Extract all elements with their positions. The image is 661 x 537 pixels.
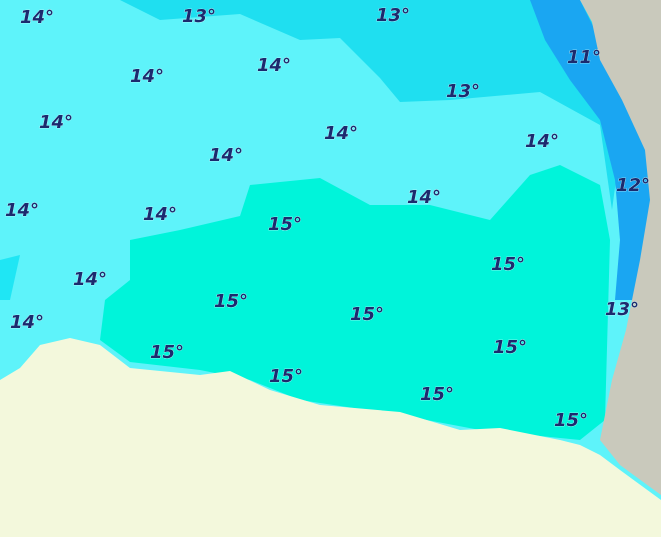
temperature-label: 14°: [10, 312, 44, 333]
temperature-label: 15°: [268, 214, 302, 235]
temperature-label: 14°: [525, 131, 559, 152]
temperature-label: 15°: [420, 384, 454, 405]
temperature-label: 14°: [209, 145, 243, 166]
temperature-label: 14°: [324, 123, 358, 144]
temperature-label: 14°: [20, 7, 54, 28]
temperature-label: 15°: [269, 366, 303, 387]
temperature-label: 12°: [616, 175, 650, 196]
temperature-label: 13°: [376, 5, 410, 26]
sea-12: [530, 0, 655, 300]
temperature-label: 13°: [605, 299, 639, 320]
temperature-label: 13°: [446, 81, 480, 102]
sea-14-edge: [0, 255, 20, 300]
temperature-label: 15°: [150, 342, 184, 363]
temperature-label: 14°: [130, 66, 164, 87]
temperature-label: 14°: [407, 187, 441, 208]
coast-land: [580, 0, 661, 495]
land: [0, 338, 661, 537]
temperature-label: 15°: [350, 304, 384, 325]
sea-13: [120, 0, 640, 210]
temperature-label: 15°: [554, 410, 588, 431]
temperature-label: 15°: [214, 291, 248, 312]
temperature-label: 14°: [143, 204, 177, 225]
temperature-label: 13°: [182, 6, 216, 27]
temperature-label: 15°: [491, 254, 525, 275]
temperature-label: 14°: [73, 269, 107, 290]
sea-15: [100, 165, 610, 440]
temperature-label: 15°: [493, 337, 527, 358]
temperature-label: 14°: [257, 55, 291, 76]
temperature-label: 11°: [567, 47, 601, 68]
temperature-label: 14°: [5, 200, 39, 221]
temperature-label: 14°: [39, 112, 73, 133]
